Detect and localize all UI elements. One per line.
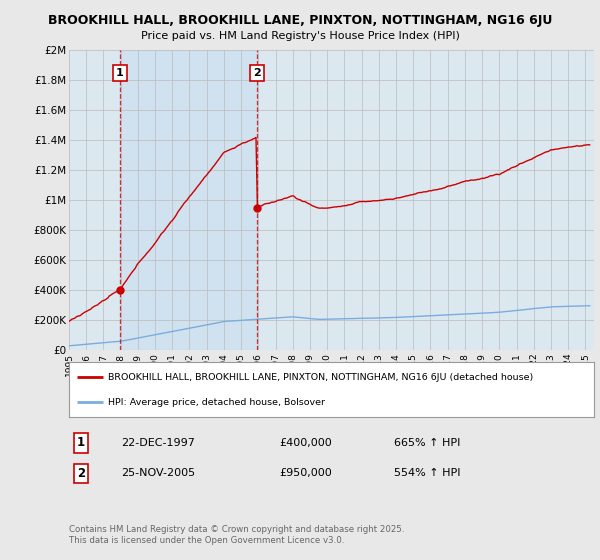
Text: Price paid vs. HM Land Registry's House Price Index (HPI): Price paid vs. HM Land Registry's House …: [140, 31, 460, 41]
Text: 2: 2: [253, 68, 261, 78]
Text: 1: 1: [116, 68, 124, 78]
Text: 22-DEC-1997: 22-DEC-1997: [121, 438, 196, 448]
Text: BROOKHILL HALL, BROOKHILL LANE, PINXTON, NOTTINGHAM, NG16 6JU: BROOKHILL HALL, BROOKHILL LANE, PINXTON,…: [48, 14, 552, 27]
Text: 554% ↑ HPI: 554% ↑ HPI: [395, 468, 461, 478]
Text: Contains HM Land Registry data © Crown copyright and database right 2025.
This d: Contains HM Land Registry data © Crown c…: [69, 525, 404, 545]
Text: £400,000: £400,000: [279, 438, 332, 448]
Text: HPI: Average price, detached house, Bolsover: HPI: Average price, detached house, Bols…: [109, 398, 325, 407]
Text: 1: 1: [77, 436, 85, 450]
Bar: [120, 50, 257, 350]
Text: 665% ↑ HPI: 665% ↑ HPI: [395, 438, 461, 448]
Text: BROOKHILL HALL, BROOKHILL LANE, PINXTON, NOTTINGHAM, NG16 6JU (detached house): BROOKHILL HALL, BROOKHILL LANE, PINXTON,…: [109, 372, 533, 381]
Text: 2: 2: [77, 467, 85, 480]
Text: £950,000: £950,000: [279, 468, 332, 478]
Text: 25-NOV-2005: 25-NOV-2005: [121, 468, 196, 478]
